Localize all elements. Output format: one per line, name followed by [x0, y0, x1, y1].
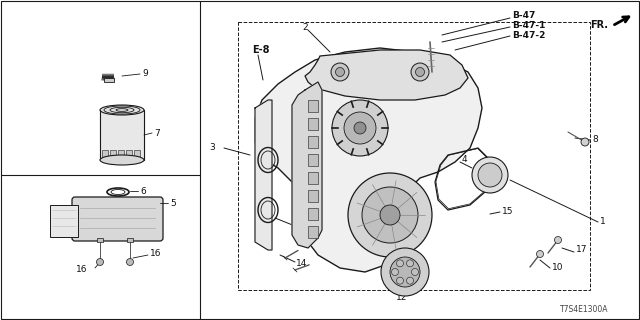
Circle shape: [332, 100, 388, 156]
Circle shape: [348, 173, 432, 257]
Circle shape: [581, 138, 589, 146]
Circle shape: [415, 68, 424, 76]
Bar: [118, 150, 124, 160]
Circle shape: [397, 260, 403, 267]
Text: 7: 7: [154, 129, 160, 138]
Text: E-8: E-8: [252, 45, 269, 55]
Circle shape: [335, 68, 344, 76]
Circle shape: [362, 187, 418, 243]
Bar: [308, 136, 318, 148]
Circle shape: [478, 163, 502, 187]
FancyBboxPatch shape: [72, 197, 163, 241]
Text: 5: 5: [170, 198, 176, 207]
Bar: [127, 238, 133, 242]
Bar: [97, 238, 103, 242]
Text: 9: 9: [142, 69, 148, 78]
Bar: [110, 150, 116, 160]
Text: 3: 3: [209, 143, 215, 153]
Polygon shape: [100, 110, 144, 160]
Bar: [308, 118, 318, 130]
Circle shape: [397, 277, 403, 284]
Circle shape: [390, 257, 420, 287]
Text: 13: 13: [296, 223, 307, 233]
Circle shape: [472, 157, 508, 193]
Circle shape: [411, 63, 429, 81]
Bar: [238, 22, 590, 290]
Text: 11: 11: [436, 55, 447, 65]
Circle shape: [97, 259, 104, 266]
Bar: [308, 208, 318, 220]
Text: T7S4E1300A: T7S4E1300A: [560, 306, 609, 315]
Circle shape: [380, 205, 400, 225]
Bar: [50, 205, 78, 237]
Circle shape: [412, 268, 419, 276]
Bar: [308, 190, 318, 202]
Polygon shape: [292, 82, 322, 248]
Text: 16: 16: [150, 249, 161, 258]
Circle shape: [406, 260, 413, 267]
Bar: [308, 172, 318, 184]
Text: B-47-2: B-47-2: [512, 31, 545, 41]
Text: 8: 8: [592, 135, 598, 145]
Bar: [126, 150, 132, 160]
Bar: [102, 150, 108, 160]
Bar: [308, 226, 318, 238]
Ellipse shape: [100, 105, 144, 115]
Text: 2: 2: [302, 23, 308, 33]
Polygon shape: [305, 50, 468, 100]
Text: B-47: B-47: [512, 12, 536, 20]
Circle shape: [554, 236, 561, 244]
Text: B-47-1: B-47-1: [512, 21, 545, 30]
Circle shape: [344, 112, 376, 144]
Text: FR.: FR.: [590, 20, 608, 30]
Text: 4: 4: [462, 156, 468, 164]
Text: 10: 10: [552, 263, 563, 273]
Circle shape: [127, 259, 134, 266]
Circle shape: [406, 277, 413, 284]
Bar: [104, 78, 114, 82]
Bar: [308, 154, 318, 166]
Text: 1: 1: [600, 218, 605, 227]
Circle shape: [381, 248, 429, 296]
Text: 12: 12: [396, 292, 408, 301]
Bar: [134, 150, 140, 160]
Text: 6: 6: [140, 187, 146, 196]
Text: 14: 14: [296, 260, 307, 268]
Text: 15: 15: [502, 207, 513, 217]
Circle shape: [536, 251, 543, 258]
Text: 16: 16: [76, 266, 88, 275]
Polygon shape: [255, 48, 482, 272]
Polygon shape: [255, 100, 272, 250]
Ellipse shape: [100, 155, 144, 165]
Circle shape: [331, 63, 349, 81]
Bar: [308, 100, 318, 112]
Circle shape: [392, 268, 399, 276]
Circle shape: [354, 122, 366, 134]
Text: 17: 17: [576, 245, 588, 254]
